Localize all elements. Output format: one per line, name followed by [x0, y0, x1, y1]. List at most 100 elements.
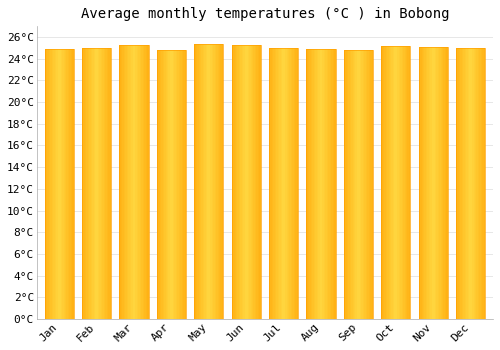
- Bar: [92, 48, 94, 319]
- Bar: [102, 48, 104, 319]
- Bar: [255, 45, 256, 319]
- Bar: [218, 44, 219, 319]
- Bar: [166, 50, 167, 319]
- Bar: [406, 46, 407, 319]
- Bar: [157, 50, 158, 319]
- Bar: [180, 50, 182, 319]
- Bar: [107, 48, 108, 319]
- Bar: [290, 48, 291, 319]
- Bar: [311, 49, 312, 319]
- Bar: [209, 44, 210, 319]
- Bar: [400, 46, 402, 319]
- Bar: [52, 49, 54, 319]
- Bar: [82, 48, 84, 319]
- Bar: [296, 48, 298, 319]
- Bar: [232, 45, 233, 319]
- Bar: [420, 47, 422, 319]
- Bar: [232, 45, 261, 319]
- Bar: [44, 49, 74, 319]
- Bar: [239, 45, 240, 319]
- Bar: [286, 48, 288, 319]
- Bar: [468, 48, 469, 319]
- Bar: [120, 45, 121, 319]
- Bar: [208, 44, 209, 319]
- Bar: [462, 48, 464, 319]
- Bar: [122, 45, 124, 319]
- Bar: [249, 45, 250, 319]
- Bar: [382, 46, 384, 319]
- Bar: [456, 48, 485, 319]
- Bar: [418, 47, 420, 319]
- Bar: [58, 49, 59, 319]
- Bar: [308, 49, 310, 319]
- Bar: [334, 49, 336, 319]
- Bar: [240, 45, 242, 319]
- Bar: [197, 44, 198, 319]
- Bar: [202, 44, 203, 319]
- Bar: [288, 48, 290, 319]
- Bar: [206, 44, 208, 319]
- Bar: [168, 50, 170, 319]
- Bar: [222, 44, 224, 319]
- Bar: [358, 50, 360, 319]
- Bar: [434, 47, 436, 319]
- Bar: [322, 49, 324, 319]
- Bar: [162, 50, 164, 319]
- Bar: [131, 45, 132, 319]
- Bar: [182, 50, 183, 319]
- Bar: [390, 46, 392, 319]
- Bar: [439, 47, 440, 319]
- Bar: [144, 45, 146, 319]
- Bar: [444, 47, 445, 319]
- Bar: [174, 50, 176, 319]
- Bar: [216, 44, 218, 319]
- Bar: [246, 45, 248, 319]
- Bar: [59, 49, 60, 319]
- Bar: [88, 48, 90, 319]
- Bar: [388, 46, 390, 319]
- Bar: [459, 48, 460, 319]
- Bar: [332, 49, 334, 319]
- Bar: [344, 50, 346, 319]
- Bar: [456, 48, 458, 319]
- Bar: [460, 48, 462, 319]
- Bar: [428, 47, 429, 319]
- Bar: [328, 49, 330, 319]
- Bar: [350, 50, 351, 319]
- Bar: [291, 48, 292, 319]
- Bar: [44, 49, 46, 319]
- Bar: [474, 48, 475, 319]
- Bar: [56, 49, 58, 319]
- Bar: [71, 49, 72, 319]
- Bar: [484, 48, 485, 319]
- Bar: [363, 50, 364, 319]
- Bar: [306, 49, 336, 319]
- Bar: [136, 45, 137, 319]
- Title: Average monthly temperatures (°C ) in Bobong: Average monthly temperatures (°C ) in Bo…: [80, 7, 449, 21]
- Bar: [184, 50, 186, 319]
- Bar: [167, 50, 168, 319]
- Bar: [481, 48, 482, 319]
- Bar: [423, 47, 424, 319]
- Bar: [173, 50, 174, 319]
- Bar: [126, 45, 128, 319]
- Bar: [430, 47, 432, 319]
- Bar: [140, 45, 141, 319]
- Bar: [60, 49, 62, 319]
- Bar: [312, 49, 314, 319]
- Bar: [120, 45, 148, 319]
- Bar: [278, 48, 279, 319]
- Bar: [194, 44, 224, 319]
- Bar: [433, 47, 434, 319]
- Bar: [54, 49, 55, 319]
- Bar: [372, 50, 373, 319]
- Bar: [142, 45, 144, 319]
- Bar: [212, 44, 213, 319]
- Bar: [50, 49, 52, 319]
- Bar: [100, 48, 101, 319]
- Bar: [445, 47, 446, 319]
- Bar: [84, 48, 85, 319]
- Bar: [72, 49, 74, 319]
- Bar: [270, 48, 272, 319]
- Bar: [381, 46, 410, 319]
